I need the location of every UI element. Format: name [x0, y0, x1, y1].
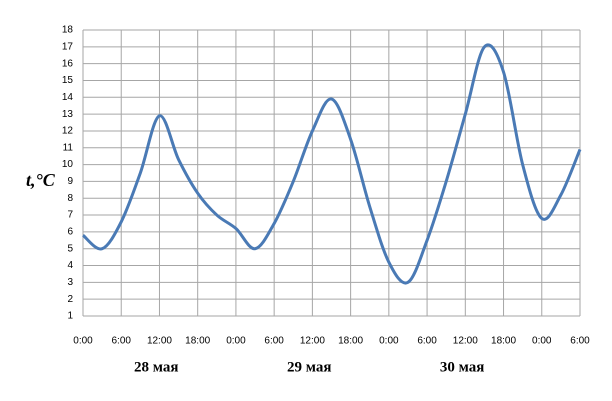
date-label: 29 мая: [287, 359, 331, 375]
x-tick-label: 18:00: [185, 336, 210, 347]
y-tick-label: 10: [62, 159, 74, 170]
y-tick-label: 4: [67, 260, 73, 271]
x-tick-label: 0:00: [532, 336, 552, 347]
y-axis-label: t,°C: [26, 170, 56, 190]
y-tick-label: 6: [67, 227, 73, 238]
y-tick-label: 15: [62, 75, 74, 86]
y-tick-label: 11: [63, 142, 74, 153]
x-tick-label: 12:00: [147, 336, 172, 347]
x-tick-label: 6:00: [111, 336, 131, 347]
y-tick-label: 14: [62, 92, 74, 103]
y-tick-label: 18: [62, 25, 74, 36]
y-tick-label: 1: [67, 311, 73, 322]
x-tick-label: 18:00: [491, 336, 516, 347]
y-tick-label: 16: [62, 58, 74, 69]
y-tick-label: 17: [62, 41, 74, 52]
date-label: 28 мая: [134, 359, 178, 375]
x-tick-label: 6:00: [570, 336, 590, 347]
x-tick-label: 18:00: [338, 336, 363, 347]
date-label: 30 мая: [440, 359, 484, 375]
x-tick-label: 6:00: [417, 336, 437, 347]
y-tick-label: 3: [67, 277, 73, 288]
x-tick-label: 0:00: [73, 336, 93, 347]
y-tick-label: 8: [67, 193, 73, 204]
y-tick-label: 12: [62, 126, 74, 137]
y-tick-label: 5: [67, 243, 73, 254]
x-tick-label: 0:00: [226, 336, 246, 347]
y-tick-label: 7: [67, 210, 73, 221]
x-tick-label: 12:00: [300, 336, 325, 347]
x-tick-label: 12:00: [453, 336, 478, 347]
y-tick-label: 9: [67, 176, 73, 187]
temperature-line: [82, 43, 582, 285]
y-tick-label: 2: [67, 294, 73, 305]
x-tick-label: 0:00: [379, 336, 399, 347]
x-tick-label: 6:00: [264, 336, 284, 347]
y-tick-label: 13: [62, 109, 74, 120]
